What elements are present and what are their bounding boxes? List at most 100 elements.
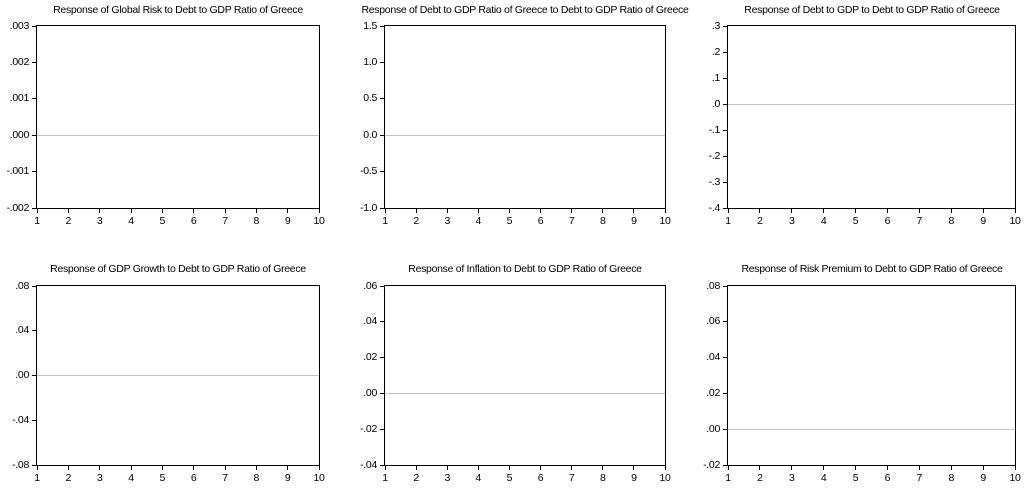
y-tick-label: -0.5 [360,165,377,178]
x-tick-label: 10 [313,472,325,484]
x-tick-label: 7 [916,472,923,484]
x-axis-tick [855,209,857,213]
y-axis-tick [32,207,36,209]
x-axis-tick [446,209,448,213]
x-tick-label: 5 [159,472,166,484]
zero-line [37,375,319,376]
y-axis-tick [32,375,36,376]
y-axis-tick [380,357,384,359]
x-axis-tick [982,209,984,213]
x-axis-tick [823,209,825,213]
y-tick-label: 0.5 [363,92,377,105]
x-axis-tick [287,209,289,213]
plot-area: .003 .002 .001 .000 -.001 -.002 1 2 3 4 5 6 7 8 9 10 [7,20,325,228]
plot-area: .06 .04 .02 .00 -.02 -.04 1 2 3 4 5 6 7 8 9 10 [360,280,671,485]
x-tick-label: 1 [382,472,388,484]
x-axis-tick [193,209,195,213]
x-tick-label: 7 [568,472,575,484]
chart-title: Response of Debt to GDP Ratio of Greece … [361,4,689,16]
x-axis-tick [318,209,320,213]
x-axis-tick [508,209,510,213]
y-axis-tick [32,330,36,332]
x-tick-label: 3 [96,472,103,484]
x-tick-label: 9 [284,472,291,484]
y-tick-label: 0.0 [363,128,377,141]
y-tick-label: -.2 [708,149,721,162]
y-axis-tick [723,25,727,27]
x-tick-label: 8 [253,215,260,227]
y-axis-tick [380,464,384,466]
y-axis-tick [723,129,727,131]
y-tick-label: .00 [15,369,29,381]
chart-global-risk: Response of Global Risk to Debt to GDP R… [0,0,341,255]
x-tick-label: 5 [852,215,859,227]
x-tick-label: 8 [599,472,606,484]
plot-area: .3 .2 .1 .0 -.1 -.2 -.3 -.4 1 2 3 4 5 6 7 8 9 10 [709,20,1021,228]
x-axis-tick [602,466,604,470]
y-tick-label: .000 [9,128,30,141]
y-tick-label: .2 [711,45,720,58]
x-axis-tick [477,209,479,213]
x-tick-label: 9 [631,215,637,227]
x-axis-tick [415,466,417,470]
y-axis-tick [380,207,384,209]
x-axis-tick [1014,209,1016,213]
x-tick-label: 3 [788,472,795,484]
y-axis-tick [380,171,384,173]
y-axis-tick [723,321,727,323]
y-tick-label: .02 [363,351,377,364]
y-axis-tick [723,181,727,183]
x-tick-label: 4 [820,215,827,227]
y-axis-tick [32,25,36,27]
x-axis-tick [886,209,888,213]
y-tick-label: .3 [711,19,720,32]
y-tick-label: -.04 [360,458,377,471]
x-tick-label: 4 [820,472,827,484]
x-tick-label: 7 [222,472,228,484]
x-tick-label: 6 [884,472,891,484]
x-axis-tick [602,209,604,213]
y-tick-label: .00 [363,386,377,399]
y-tick-label: .04 [15,324,29,337]
x-axis-tick [982,466,984,470]
y-tick-label: .04 [706,351,720,364]
x-tick-label: 6 [884,215,891,227]
y-tick-label: -.3 [708,175,721,188]
x-axis-tick [99,466,101,470]
x-axis-tick [287,466,289,470]
plot-area: .08 .06 .04 .02 .00 -.02 1 2 3 4 5 6 7 8 9 10 [703,280,1021,485]
x-axis-tick [224,466,226,470]
x-axis-tick [130,466,132,470]
y-tick-label: .04 [363,315,377,328]
x-axis-tick [633,209,635,213]
x-axis-tick [727,466,729,470]
y-tick-label: .08 [15,279,29,292]
x-axis-tick [918,209,920,213]
x-tick-label: 10 [659,215,671,227]
x-tick-label: 4 [128,472,134,484]
y-axis-tick [32,98,36,100]
x-tick-label: 9 [631,472,637,484]
chart-title: Response of GDP Growth to Debt to GDP Ra… [50,263,306,275]
x-axis-tick [759,209,761,213]
x-axis-tick [855,466,857,470]
x-axis-tick [759,466,761,470]
chart-title: Response of Inflation to Debt to GDP Rat… [408,263,642,275]
y-tick-label: .00 [706,422,720,435]
x-axis-tick [384,466,386,470]
y-axis-tick [723,357,727,359]
x-tick-label: 5 [852,472,859,484]
x-axis-tick [67,209,69,213]
x-tick-label: 2 [65,472,72,484]
x-tick-label: 1 [34,472,40,484]
y-tick-label: .001 [9,92,30,105]
y-axis-tick [723,392,727,394]
x-axis-tick [664,209,666,213]
plot-area: .08 .04 .00 -.04 -.08 1 2 3 4 5 6 7 8 9 10 [12,280,325,485]
x-tick-label: 3 [444,472,450,484]
x-axis-tick [508,466,510,470]
zero-line [728,428,1015,430]
x-axis-tick [318,466,320,470]
zero-line [385,392,665,394]
chart-risk-premium: Response of Risk Premium to Debt to GDP … [683,255,1024,491]
